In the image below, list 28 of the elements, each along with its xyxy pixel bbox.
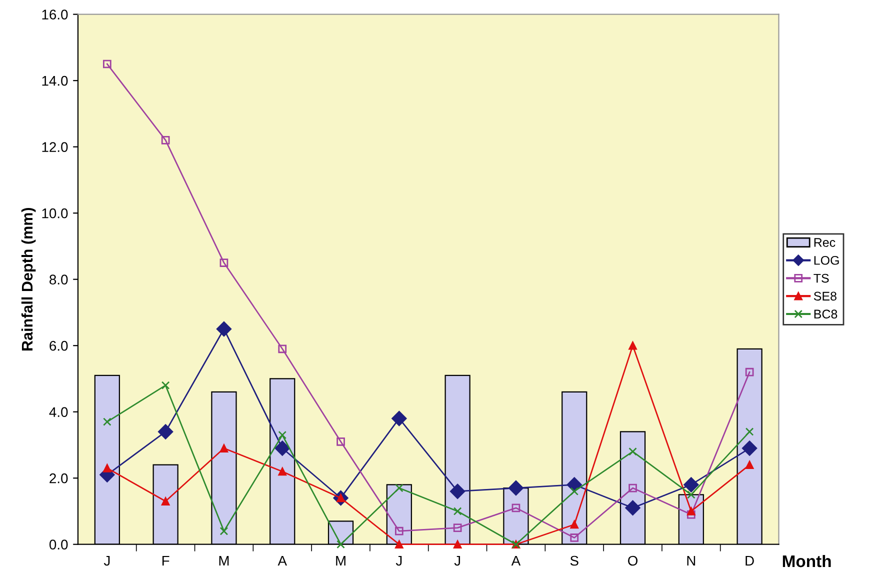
y-axis-title: Rainfall Depth (mm) (21, 208, 36, 350)
x-tick-label: M (336, 556, 346, 566)
x-tick-label: J (454, 556, 460, 566)
y-tick-label: 10.0 (42, 208, 68, 218)
x-tick-label: F (162, 556, 170, 566)
legend-label: BC8 (814, 310, 838, 318)
x-tick-label: O (628, 556, 638, 566)
y-tick-label: 14.0 (42, 76, 68, 86)
y-tick-label: 4.0 (49, 407, 68, 418)
y-tick-label: 12.0 (42, 142, 68, 152)
y-tick-label: 8.0 (50, 274, 68, 285)
x-tick-label: A (511, 556, 521, 566)
legend-label: LOG (814, 256, 839, 265)
x-tick-label: J (104, 556, 110, 566)
x-tick-label: D (746, 556, 754, 566)
x-tick-label: S (570, 556, 578, 566)
y-tick-label: 0.0 (49, 540, 68, 550)
x-axis-title: Month (782, 554, 831, 568)
x-tick-label: J (396, 556, 402, 566)
x-tick-label: A (278, 556, 287, 566)
y-tick-label: 16.0 (42, 10, 68, 20)
legend-label: TS (814, 274, 829, 283)
legend-label: Rec (814, 238, 836, 247)
y-tick-label: 2.0 (50, 473, 68, 484)
y-tick-label: 6.0 (50, 340, 68, 351)
legend-label: SE8 (814, 292, 836, 301)
x-tick-label: M (219, 556, 229, 566)
x-tick-label: N (687, 556, 696, 566)
